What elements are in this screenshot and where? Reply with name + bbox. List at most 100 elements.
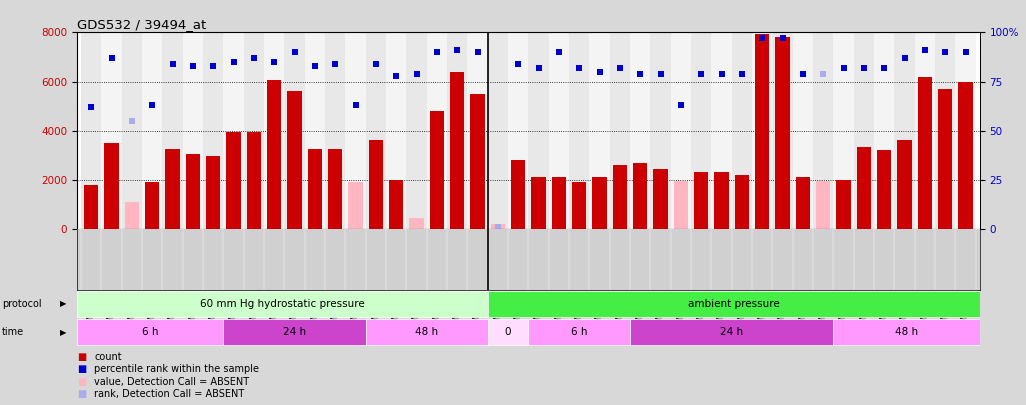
Bar <box>142 32 162 229</box>
Bar <box>430 111 444 229</box>
Bar <box>592 177 606 229</box>
Text: 6 h: 6 h <box>142 327 158 337</box>
Bar <box>365 319 487 345</box>
Bar <box>569 32 589 229</box>
Bar <box>227 132 241 229</box>
Bar <box>487 291 980 317</box>
Bar <box>471 94 484 229</box>
Bar <box>349 182 362 229</box>
Bar <box>267 80 281 229</box>
Bar <box>776 37 790 229</box>
Bar <box>244 32 264 229</box>
Bar <box>203 32 224 229</box>
Text: 48 h: 48 h <box>416 327 438 337</box>
Bar <box>613 165 627 229</box>
Text: time: time <box>2 327 25 337</box>
Bar <box>938 89 952 229</box>
Bar <box>752 32 773 229</box>
Bar <box>654 168 668 229</box>
Bar <box>609 32 630 229</box>
Bar <box>105 143 119 229</box>
Bar <box>918 77 932 229</box>
Text: 6 h: 6 h <box>571 327 588 337</box>
Bar <box>833 319 980 345</box>
Bar <box>857 147 871 229</box>
Text: GDS532 / 39494_at: GDS532 / 39494_at <box>77 18 206 31</box>
Text: ■: ■ <box>77 364 86 374</box>
Bar <box>955 32 976 229</box>
Bar <box>77 291 487 317</box>
Bar <box>674 181 688 229</box>
Bar <box>365 32 386 229</box>
Bar <box>589 32 609 229</box>
Bar <box>81 32 102 229</box>
Bar <box>813 32 833 229</box>
Bar <box>308 149 322 229</box>
Bar <box>389 180 403 229</box>
Text: ▶: ▶ <box>60 328 66 337</box>
Bar <box>368 141 383 229</box>
Bar <box>935 32 955 229</box>
Text: value, Detection Call = ABSENT: value, Detection Call = ABSENT <box>94 377 249 386</box>
Bar <box>77 319 224 345</box>
Bar <box>816 181 830 229</box>
Bar <box>447 32 468 229</box>
Bar <box>898 141 912 229</box>
Bar <box>224 32 244 229</box>
Bar <box>145 182 159 229</box>
Bar <box>692 32 711 229</box>
Bar <box>633 162 647 229</box>
Bar <box>508 32 528 229</box>
Bar <box>796 177 811 229</box>
Bar <box>511 160 525 229</box>
Bar <box>287 92 302 229</box>
Bar <box>246 132 261 229</box>
Bar <box>711 32 732 229</box>
Bar <box>162 32 183 229</box>
Text: count: count <box>94 352 122 362</box>
Text: rank, Detection Call = ABSENT: rank, Detection Call = ABSENT <box>94 389 244 399</box>
Text: 60 mm Hg hydrostatic pressure: 60 mm Hg hydrostatic pressure <box>200 299 364 309</box>
Bar <box>836 180 851 229</box>
Bar <box>450 72 465 229</box>
Bar <box>732 32 752 229</box>
Bar <box>695 173 708 229</box>
Bar <box>102 32 122 229</box>
Bar <box>490 224 505 229</box>
Bar <box>874 32 895 229</box>
Bar <box>487 319 528 345</box>
Bar <box>325 32 346 229</box>
Bar <box>125 202 139 229</box>
Bar <box>122 32 142 229</box>
Text: percentile rank within the sample: percentile rank within the sample <box>94 364 260 374</box>
Bar <box>409 218 424 229</box>
Bar <box>755 34 770 229</box>
Bar <box>650 32 671 229</box>
Bar <box>224 319 365 345</box>
Bar <box>833 32 854 229</box>
Text: ■: ■ <box>77 352 86 362</box>
Bar <box>671 32 692 229</box>
Text: 0: 0 <box>505 327 511 337</box>
Bar <box>895 32 915 229</box>
Text: 24 h: 24 h <box>720 327 743 337</box>
Bar <box>549 32 569 229</box>
Bar <box>735 175 749 229</box>
Bar <box>528 32 549 229</box>
Bar <box>531 177 546 229</box>
Bar <box>186 154 200 229</box>
Bar <box>915 32 935 229</box>
Bar <box>793 32 813 229</box>
Text: 48 h: 48 h <box>895 327 918 337</box>
Bar <box>630 319 833 345</box>
Bar <box>877 150 892 229</box>
Bar <box>773 32 793 229</box>
Bar <box>528 319 630 345</box>
Bar <box>487 32 508 229</box>
Bar <box>305 32 325 229</box>
Bar <box>346 32 365 229</box>
Bar <box>183 32 203 229</box>
Text: ■: ■ <box>77 389 86 399</box>
Bar <box>84 185 98 229</box>
Bar <box>573 182 586 229</box>
